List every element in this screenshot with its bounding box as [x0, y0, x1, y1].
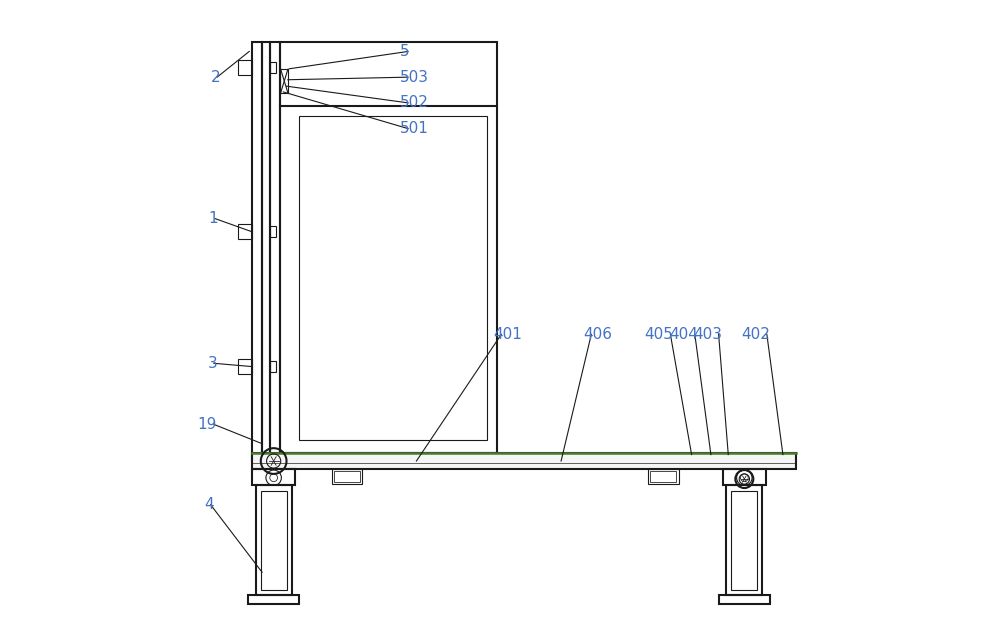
Bar — [261, 491, 287, 590]
Bar — [280, 69, 288, 93]
Bar — [723, 469, 766, 485]
Bar — [252, 42, 262, 460]
Text: 502: 502 — [400, 95, 429, 111]
Text: 403: 403 — [693, 327, 722, 342]
Bar — [238, 224, 252, 239]
Bar — [648, 469, 679, 484]
Bar — [726, 485, 762, 595]
Text: 19: 19 — [198, 417, 217, 432]
Bar — [334, 471, 360, 482]
Bar — [238, 60, 252, 75]
Bar — [719, 595, 770, 604]
Text: 503: 503 — [400, 69, 429, 85]
Text: 406: 406 — [584, 327, 613, 342]
Text: 404: 404 — [669, 327, 698, 342]
Bar — [252, 453, 796, 469]
Bar — [332, 469, 362, 484]
Bar — [256, 485, 292, 595]
Bar — [270, 226, 276, 237]
Bar — [270, 42, 280, 460]
Text: 501: 501 — [400, 121, 429, 136]
Bar — [280, 42, 497, 453]
Bar — [252, 469, 295, 485]
Text: 3: 3 — [207, 356, 217, 371]
Bar — [238, 359, 252, 374]
Bar — [650, 471, 676, 482]
Bar — [299, 116, 487, 440]
Text: 2: 2 — [211, 69, 220, 85]
Bar — [270, 361, 276, 372]
Text: 1: 1 — [209, 211, 218, 226]
Text: 5: 5 — [400, 44, 410, 59]
Bar — [262, 42, 270, 460]
Text: 405: 405 — [645, 327, 674, 342]
Text: 401: 401 — [494, 327, 522, 342]
Bar — [270, 62, 276, 73]
Text: 402: 402 — [741, 327, 770, 342]
Bar — [248, 595, 299, 604]
Bar — [731, 491, 757, 590]
Text: 4: 4 — [204, 497, 214, 512]
